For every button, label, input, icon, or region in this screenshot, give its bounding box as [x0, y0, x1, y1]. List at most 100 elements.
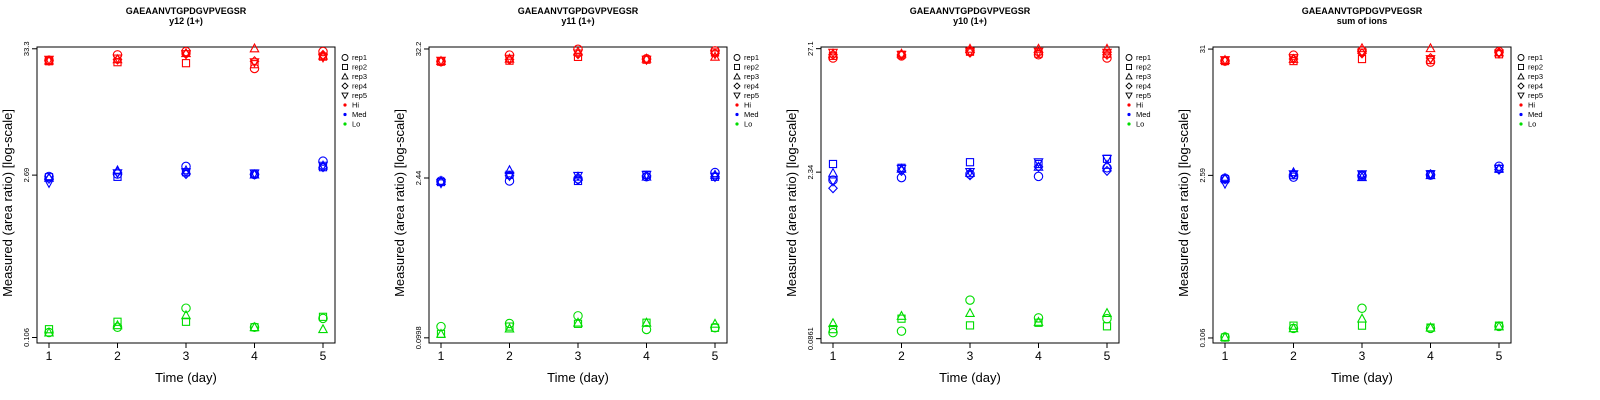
y-tick-label: 0.0998 [414, 326, 423, 349]
legend-marker [341, 54, 349, 61]
data-point [318, 49, 328, 61]
x-tick-label: 2 [1290, 349, 1297, 363]
legend-marker [733, 82, 741, 90]
legend-label: rep4 [744, 82, 759, 91]
legend-label: rep1 [1136, 53, 1151, 62]
data-point [318, 313, 328, 324]
legend-marker [1517, 72, 1525, 80]
data-point [112, 319, 123, 330]
data-point [1033, 47, 1044, 58]
legend-dot [1127, 103, 1131, 107]
y-tick-label: 0.0861 [806, 327, 815, 350]
legend-label: Hi [1136, 101, 1143, 110]
data-point [965, 295, 975, 305]
x-tick-label: 4 [1035, 349, 1042, 363]
legend-dot [735, 103, 739, 107]
data-point [1493, 320, 1505, 331]
y-tick-label: 0.106 [22, 328, 31, 347]
data-point [1289, 321, 1298, 330]
y-axis-label: Measured (area ratio) [log-scale] [0, 109, 15, 297]
x-tick-label: 1 [46, 349, 53, 363]
legend-dot [343, 122, 347, 126]
series-med [827, 154, 1113, 194]
plot-frame [820, 46, 1120, 344]
data-point [641, 324, 652, 335]
y-axis-label: Measured (area ratio) [log-scale] [392, 109, 407, 297]
legend-label: rep1 [1528, 53, 1543, 62]
data-point [180, 164, 192, 175]
data-point [827, 48, 839, 59]
legend-label: rep5 [744, 91, 759, 100]
series-med [1219, 161, 1505, 190]
data-point [1288, 170, 1299, 180]
data-point [1493, 164, 1505, 175]
legend-label: rep3 [1528, 72, 1543, 81]
data-point [827, 167, 839, 177]
data-point [318, 46, 328, 57]
legend-label: rep5 [1136, 91, 1151, 100]
series-lo [827, 295, 1113, 338]
legend-label: Med [1136, 110, 1151, 119]
data-point [828, 325, 838, 334]
data-point [249, 321, 260, 332]
legend-label: rep2 [744, 63, 759, 72]
data-point [504, 318, 515, 329]
data-point [964, 47, 976, 58]
data-point [180, 47, 192, 58]
series-med [43, 156, 329, 189]
data-point [1033, 313, 1044, 323]
x-tick-label: 1 [438, 349, 445, 363]
chart-title: GAEAANVTGPDGVPVEGSR [518, 6, 639, 16]
data-point [317, 323, 329, 334]
legend-dot [1127, 122, 1131, 126]
legend-dot [1127, 112, 1131, 117]
x-tick-label: 4 [251, 349, 258, 363]
chart-subtitle: sum of ions [1337, 16, 1388, 26]
chart-subtitle: y11 (1+) [561, 16, 594, 26]
plot-frame [1212, 46, 1512, 344]
legend-label: rep4 [1136, 82, 1151, 91]
data-point [44, 325, 54, 334]
data-point [1033, 171, 1044, 182]
x-tick-label: 5 [1104, 349, 1111, 363]
chart-subtitle: y10 (1+) [953, 16, 987, 26]
data-point [1357, 303, 1367, 314]
legend-marker [1125, 72, 1133, 80]
data-point [249, 58, 260, 68]
data-point [181, 161, 191, 172]
legend-marker [1517, 82, 1525, 90]
data-point [573, 52, 583, 61]
x-tick-label: 2 [898, 349, 905, 363]
data-point [1033, 158, 1044, 168]
data-point [1356, 42, 1368, 53]
data-point [828, 159, 838, 169]
legend-dot [735, 112, 739, 117]
legend-marker [341, 72, 349, 80]
y-tick-label: 0.106 [1198, 329, 1207, 348]
data-point [112, 322, 123, 333]
legend-label: rep1 [744, 53, 759, 62]
series-hi [43, 42, 329, 74]
x-tick-label: 3 [575, 349, 582, 363]
data-point [1357, 54, 1367, 64]
legend-label: Lo [1528, 120, 1536, 129]
data-point [435, 56, 447, 67]
legend-dot [1519, 122, 1523, 126]
legend-label: Lo [744, 120, 752, 129]
x-tick-label: 4 [643, 349, 650, 363]
data-point [896, 50, 907, 61]
data-point [1356, 170, 1368, 180]
data-point [573, 174, 583, 184]
data-point [43, 55, 55, 66]
x-tick-label: 5 [1496, 349, 1503, 363]
data-point [180, 50, 192, 60]
legend-label: Hi [1528, 101, 1535, 110]
data-point [1101, 159, 1113, 169]
data-point [1220, 174, 1230, 185]
y-tick-label: 27.1 [806, 41, 815, 56]
legend-label: rep2 [1136, 63, 1151, 72]
y-tick-label: 2.69 [22, 168, 31, 183]
data-point [181, 59, 191, 68]
y-tick-label: 2.34 [806, 165, 815, 180]
data-point [965, 158, 975, 167]
